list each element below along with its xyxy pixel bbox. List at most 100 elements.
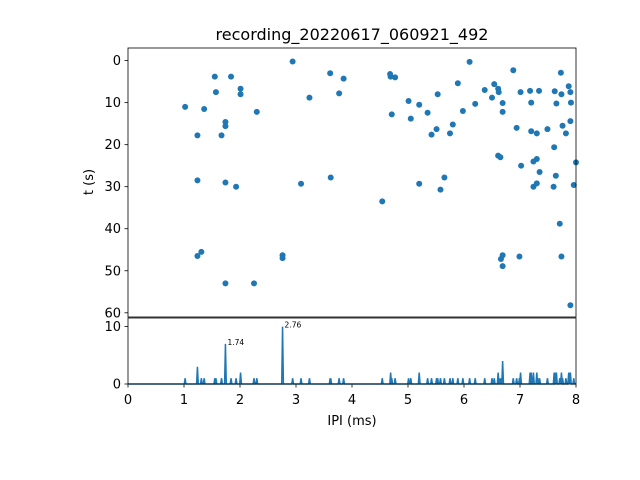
histogram-x-tick-label: 4 [348,393,356,408]
scatter-point [327,174,334,181]
scatter-y-label: t (s) [82,169,97,195]
scatter-point [518,162,525,169]
scatter-point [237,91,244,98]
scatter-point [198,248,205,255]
scatter-points [182,58,579,309]
scatter-point [513,124,520,131]
scatter-point [194,177,201,184]
scatter-point [336,90,343,97]
scatter-point [499,100,506,107]
scatter-point [499,108,506,115]
histogram-x-tick-label: 5 [404,393,412,408]
scatter-point [222,179,229,186]
histogram-x-tick-label: 3 [292,393,300,408]
scatter-point [182,103,189,110]
scatter-point [379,198,386,205]
scatter-point [558,253,565,260]
scatter-point [553,100,560,107]
scatter-point [449,121,456,128]
scatter-point [517,89,524,96]
scatter-y-tick-label: 30 [104,180,121,195]
scatter-point [570,182,577,189]
scatter-point [472,100,479,107]
scatter-point [194,132,201,139]
scatter-point [279,255,286,262]
scatter-point [212,89,219,96]
scatter-point [222,123,229,130]
scatter-point [298,180,305,187]
scatter-point [405,97,412,104]
scatter-point [194,253,201,260]
scatter-point [551,144,558,151]
scatter-frame [127,47,577,318]
scatter-point [459,108,466,115]
scatter-point [416,180,423,187]
histogram-x-tick-label: 0 [124,393,132,408]
scatter-point [497,154,504,161]
scatter-point [567,302,574,309]
scatter-point [558,91,565,98]
scatter-point [557,69,564,76]
histogram-y-tick-label: 0 [113,378,121,393]
scatter-point [550,183,557,190]
scatter-point [552,172,559,179]
peak-annotation-label: 1.74 [227,338,244,347]
scatter-point [516,253,523,260]
peak-annotation-label: 2.76 [285,321,302,330]
scatter-point [533,180,540,187]
histogram-x-tick-label: 1 [180,393,188,408]
scatter-point [533,155,540,162]
scatter-point [536,168,543,175]
scatter-point [528,99,535,106]
scatter-point [454,80,461,87]
scatter-point [211,73,218,80]
scatter-point [327,70,334,77]
scatter-point [424,109,431,116]
scatter-point [237,85,244,92]
scatter-point [489,94,495,101]
scatter-point [222,280,229,287]
scatter-point [387,73,394,80]
scatter-point [433,126,440,133]
scatter-point [222,118,229,125]
scatter-point [528,128,535,135]
scatter-point [527,87,534,94]
scatter-y-tick-label: 40 [104,222,121,237]
scatter-point [559,122,566,129]
chart-title: recording_20220617_060921_492 [216,25,489,45]
scatter-point [289,58,296,65]
scatter-point [495,89,502,96]
scatter-point [491,81,498,88]
scatter-point [253,108,260,115]
histogram-x-tick-label: 7 [516,393,524,408]
scatter-point [556,220,563,227]
scatter-point [536,87,543,94]
scatter-point [228,73,235,80]
scatter-axes: 0 10 20 30 40 50 60 t (s) [82,47,579,321]
scatter-y-ticks: 0 10 20 30 40 50 60 [104,54,128,321]
scatter-point [441,174,448,181]
scatter-point [533,130,540,137]
scatter-point [437,186,444,193]
scatter-point [306,94,313,101]
scatter-point [447,130,453,137]
scatter-point [407,115,414,122]
histogram-x-tick-label: 8 [572,393,580,408]
scatter-point [544,126,551,133]
histogram-x-tick-label: 2 [236,393,244,408]
scatter-y-tick-label: 10 [104,96,121,111]
scatter-y-tick-label: 50 [104,264,121,279]
histogram-y-tick-label: 10 [104,320,121,335]
scatter-point [388,111,395,118]
scatter-point [499,263,506,270]
histogram-axes: 0 1 2 3 4 5 6 7 8 0 10 1.74 2.76 IPI (ms) [104,317,580,429]
scatter-point [567,118,574,125]
histogram-frame [127,317,577,385]
scatter-y-tick-label: 20 [104,138,121,153]
scatter-point [251,280,257,287]
scatter-point [428,131,435,138]
scatter-point [201,105,208,112]
scatter-point [392,74,399,81]
